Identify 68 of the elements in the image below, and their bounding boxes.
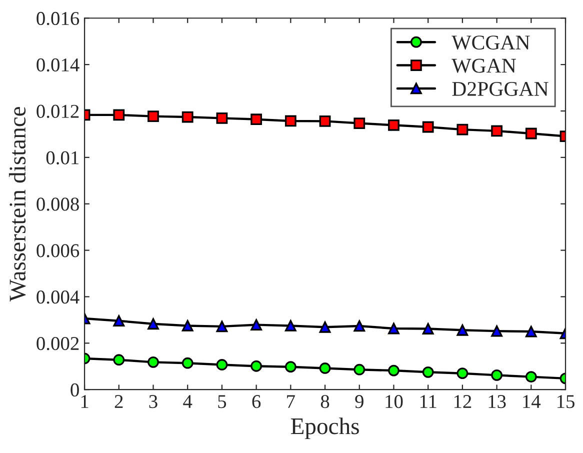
y-tick-label: 0.01 xyxy=(46,151,79,164)
point xyxy=(388,322,400,334)
point xyxy=(354,118,366,129)
y-tick-label: 0.004 xyxy=(36,290,80,304)
x-tick-label: 15 xyxy=(558,395,574,408)
point xyxy=(388,364,400,376)
point xyxy=(456,124,468,136)
y-tick-label: 0.002 xyxy=(36,336,79,350)
y-tick-label: 0.008 xyxy=(36,198,79,211)
point xyxy=(284,361,296,373)
point xyxy=(491,369,502,381)
legend-label: WCGAN xyxy=(452,36,530,50)
point xyxy=(182,320,194,332)
x-tick-label: 13 xyxy=(488,395,506,408)
x-tick-label: 1 xyxy=(81,395,88,408)
point xyxy=(388,119,400,131)
point xyxy=(491,125,502,137)
y-tick-label: 0.014 xyxy=(36,58,80,72)
point xyxy=(113,354,125,366)
point xyxy=(422,323,434,334)
point xyxy=(250,114,262,126)
point xyxy=(148,318,159,330)
legend-label: WGAN xyxy=(452,58,516,73)
x-tick-label: 12 xyxy=(454,395,472,408)
point xyxy=(284,320,296,332)
legend-label: D2PGGAN xyxy=(452,82,548,96)
point xyxy=(456,368,468,380)
y-tick-label: 0.006 xyxy=(36,244,80,258)
point xyxy=(216,320,228,332)
point xyxy=(354,364,366,376)
point xyxy=(422,121,434,133)
point xyxy=(525,326,537,338)
point xyxy=(182,357,194,369)
point xyxy=(148,110,159,122)
x-axis-title: Epochs xyxy=(290,418,359,440)
point xyxy=(216,112,228,124)
x-tick-label: 6 xyxy=(252,395,261,408)
x-tick-label: 10 xyxy=(386,395,403,408)
point xyxy=(250,360,262,372)
point xyxy=(456,324,468,336)
y-axis-title: Wasserstein distance xyxy=(8,106,26,302)
x-tick-label: 2 xyxy=(114,395,123,408)
x-tick-label: 4 xyxy=(183,395,192,408)
point xyxy=(525,128,537,140)
point xyxy=(216,359,228,370)
point xyxy=(319,321,331,333)
x-tick-label: 9 xyxy=(355,395,364,408)
point xyxy=(250,319,262,331)
y-tick-label: 0 xyxy=(70,383,79,397)
x-tick-label: 8 xyxy=(320,395,330,408)
point xyxy=(354,320,366,332)
x-tick-label: 5 xyxy=(218,395,226,408)
point xyxy=(525,371,537,383)
point xyxy=(319,116,331,127)
y-tick-label: 0.012 xyxy=(36,104,79,118)
point xyxy=(182,111,194,123)
point xyxy=(422,366,434,378)
point xyxy=(319,362,331,374)
point xyxy=(113,109,125,121)
y-tick-label: 0.016 xyxy=(36,12,80,26)
point xyxy=(148,356,159,368)
x-tick-label: 7 xyxy=(287,395,295,408)
point xyxy=(113,315,125,327)
x-tick-label: 14 xyxy=(523,395,541,408)
x-tick-label: 11 xyxy=(420,395,436,408)
point xyxy=(284,115,296,127)
x-tick-label: 3 xyxy=(149,395,158,408)
point xyxy=(491,325,502,337)
